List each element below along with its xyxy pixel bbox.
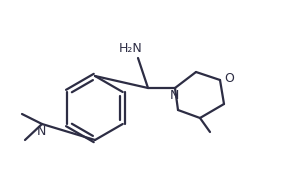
Text: N: N xyxy=(36,125,46,138)
Text: N: N xyxy=(169,89,179,102)
Text: H₂N: H₂N xyxy=(118,41,142,54)
Text: O: O xyxy=(224,73,234,86)
